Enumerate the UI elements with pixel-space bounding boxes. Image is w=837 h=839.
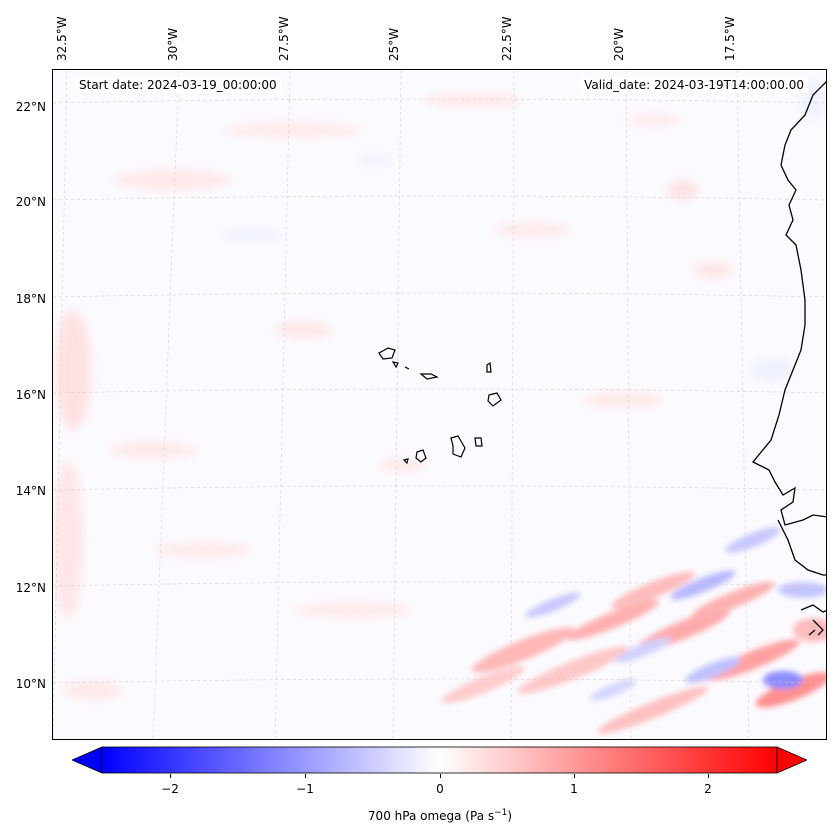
cape-verde-islands xyxy=(378,347,502,465)
colorbar-tick-m1 xyxy=(305,774,306,778)
colorbar xyxy=(70,746,809,774)
lon-label-25w: 25°W xyxy=(387,27,401,61)
colorbar-label: 700 hPa omega (Pa s−1) xyxy=(368,808,512,823)
colorbar-extend-low xyxy=(70,746,103,774)
lat-label-14n: 14°N xyxy=(15,484,46,498)
lon-label-20w: 20°W xyxy=(612,27,626,61)
colorbar-tick-2 xyxy=(708,774,709,778)
lat-label-22n: 22°N xyxy=(15,100,46,114)
colorbar-svg xyxy=(70,746,809,774)
lon-label-27-5w: 27.5°W xyxy=(277,16,291,61)
lat-label-12n: 12°N xyxy=(15,581,46,595)
colorbar-tick-label-1: 1 xyxy=(570,782,578,796)
colorbar-tick-label-m2: −2 xyxy=(161,782,179,796)
lon-label-32-5w: 32.5°W xyxy=(55,16,69,61)
colorbar-tick-0 xyxy=(440,774,441,778)
omega-field xyxy=(53,70,826,739)
lat-label-18n: 18°N xyxy=(15,292,46,306)
graticule xyxy=(53,70,826,739)
start-date-label: Start date: 2024-03-19_00:00:00 xyxy=(75,77,281,93)
colorbar-tick-1 xyxy=(574,774,575,778)
lat-label-20n: 20°N xyxy=(15,195,46,209)
colorbar-gradient xyxy=(101,746,778,774)
field-convective-bands xyxy=(441,527,826,734)
lat-label-16n: 16°N xyxy=(15,388,46,402)
lon-label-30w: 30°W xyxy=(166,27,180,61)
valid-date-label: Valid_date: 2024-03-19T14:00:00.00 xyxy=(580,77,808,93)
field-background xyxy=(53,80,825,700)
colorbar-tick-label-0: 0 xyxy=(436,782,444,796)
colorbar-extend-high xyxy=(776,746,809,774)
lon-label-17-5w: 17.5°W xyxy=(723,16,737,61)
colorbar-label-close: ) xyxy=(507,809,513,823)
colorbar-tick-label-2: 2 xyxy=(704,782,712,796)
map-panel: Start date: 2024-03-19_00:00:00 Valid_da… xyxy=(52,69,827,740)
coastline-west-africa xyxy=(751,81,826,636)
colorbar-tick-label-m1: −1 xyxy=(296,782,314,796)
lat-label-10n: 10°N xyxy=(15,677,46,691)
lon-label-22-5w: 22.5°W xyxy=(500,16,514,61)
colorbar-tick-m2 xyxy=(170,774,171,778)
colorbar-label-text: 700 hPa omega (Pa s xyxy=(367,809,495,823)
colorbar-label-exponent: −1 xyxy=(494,808,508,818)
